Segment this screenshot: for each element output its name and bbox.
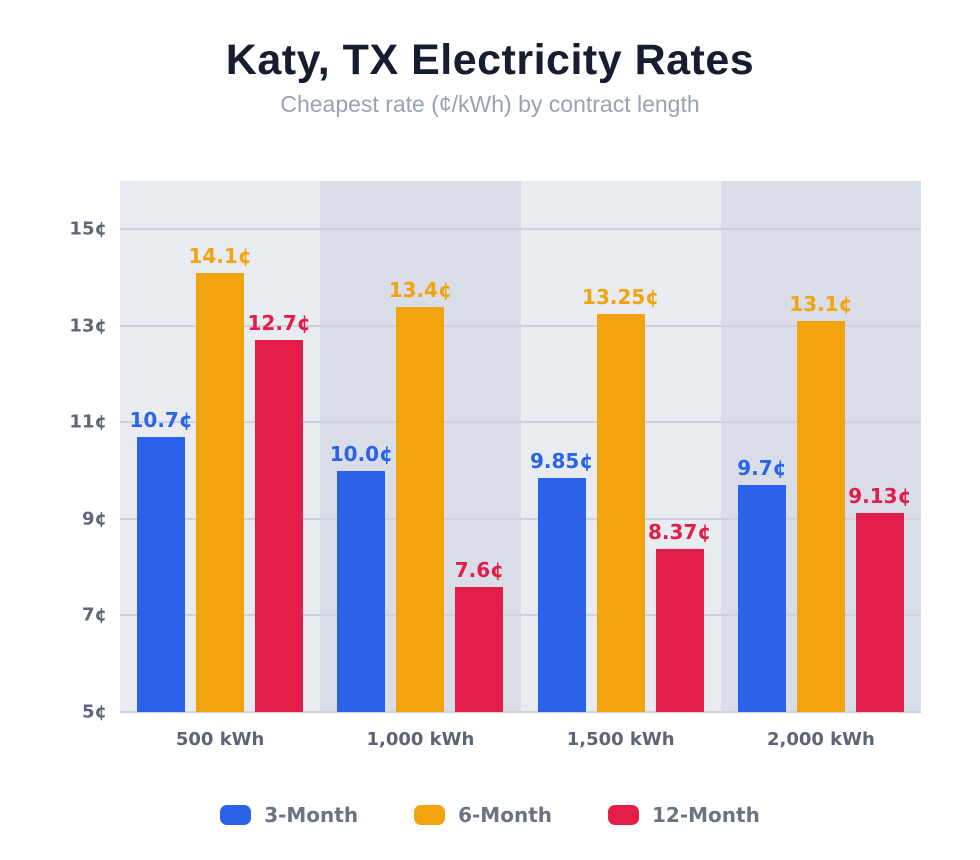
legend: 3-Month 6-Month 12-Month xyxy=(0,803,980,827)
bar: 7.6¢ xyxy=(455,558,504,712)
gridline xyxy=(120,421,921,424)
x-axis-label: 1,500 kWh xyxy=(566,729,675,750)
bar: 13.4¢ xyxy=(389,278,452,712)
y-tick-label: 7¢ xyxy=(81,604,107,626)
x-axis: 500 kWh 1,000 kWh 1,500 kWh 2,000 kWh xyxy=(120,729,921,750)
bar-value-label: 9.7¢ xyxy=(737,456,787,481)
gridline xyxy=(120,228,921,231)
bar: 9.13¢ xyxy=(848,484,912,712)
bar: 12.7¢ xyxy=(247,311,311,712)
bar-group: 10.0¢ 13.4¢ 7.6¢ xyxy=(320,181,520,712)
bar-value-label: 10.7¢ xyxy=(129,407,193,432)
bar-value-label: 14.1¢ xyxy=(188,243,252,268)
legend-label: 6-Month xyxy=(458,803,552,827)
bar-value-label: 7.6¢ xyxy=(454,557,505,582)
bar: 9.7¢ xyxy=(737,456,787,712)
bar-value-label: 13.1¢ xyxy=(789,292,853,316)
legend-item: 6-Month xyxy=(414,803,552,827)
bar-value-label: 13.4¢ xyxy=(388,277,453,302)
bar-value-label: 9.85¢ xyxy=(529,448,594,473)
legend-swatch xyxy=(220,805,252,825)
bar: 13.1¢ xyxy=(789,292,853,712)
bar-groups: 10.7¢ 14.1¢ 12.7¢ 10.0¢ 13.4¢ 7.6¢ 9.85¢ 13.25¢… xyxy=(120,181,921,712)
gridline xyxy=(120,517,921,520)
y-tick-label: 9¢ xyxy=(81,508,107,530)
bar-value-label: 9.13¢ xyxy=(848,483,912,508)
bar-group: 9.85¢ 13.25¢ 8.37¢ xyxy=(521,181,721,712)
y-axis: 5¢ 7¢ 9¢ 11¢ 13¢ 15¢ xyxy=(0,181,107,723)
gridline xyxy=(120,711,921,713)
x-axis-label: 1,000 kWh xyxy=(366,729,475,750)
legend-item: 3-Month xyxy=(220,803,358,827)
bar: 13.25¢ xyxy=(582,285,659,712)
legend-label: 12-Month xyxy=(652,803,760,827)
bar-group: 10.7¢ 14.1¢ 12.7¢ xyxy=(120,181,320,712)
y-tick-label: 13¢ xyxy=(69,315,107,337)
x-axis-label: 2,000 kWh xyxy=(766,729,875,750)
legend-swatch xyxy=(414,805,446,825)
bar-value-label: 8.37¢ xyxy=(647,520,712,545)
bar: 14.1¢ xyxy=(188,244,252,712)
y-tick-label: 5¢ xyxy=(81,701,107,723)
bar-value-label: 10.0¢ xyxy=(329,441,394,466)
chart-subtitle: Cheapest rate (¢/kWh) by contract length xyxy=(280,91,700,117)
bar-value-label: 13.25¢ xyxy=(582,284,660,309)
gridline xyxy=(120,614,921,617)
legend-item: 12-Month xyxy=(608,803,760,827)
y-tick-label: 15¢ xyxy=(69,218,107,240)
bar-group: 9.7¢ 13.1¢ 9.13¢ xyxy=(721,181,921,712)
bar: 10.7¢ xyxy=(129,408,193,712)
gridline xyxy=(120,324,921,327)
bar-value-label: 12.7¢ xyxy=(247,311,311,336)
bar: 10.0¢ xyxy=(330,442,393,712)
y-tick-label: 11¢ xyxy=(69,411,107,433)
chart-title: Katy, TX Electricity Rates xyxy=(225,36,755,84)
bar: 8.37¢ xyxy=(648,520,711,712)
plot-area: 10.7¢ 14.1¢ 12.7¢ 10.0¢ 13.4¢ 7.6¢ 9.85¢ 13.25¢… xyxy=(120,181,921,713)
bar: 9.85¢ xyxy=(530,449,593,712)
legend-label: 3-Month xyxy=(264,803,359,827)
legend-swatch xyxy=(608,805,639,825)
x-axis-label: 500 kWh xyxy=(175,729,265,750)
